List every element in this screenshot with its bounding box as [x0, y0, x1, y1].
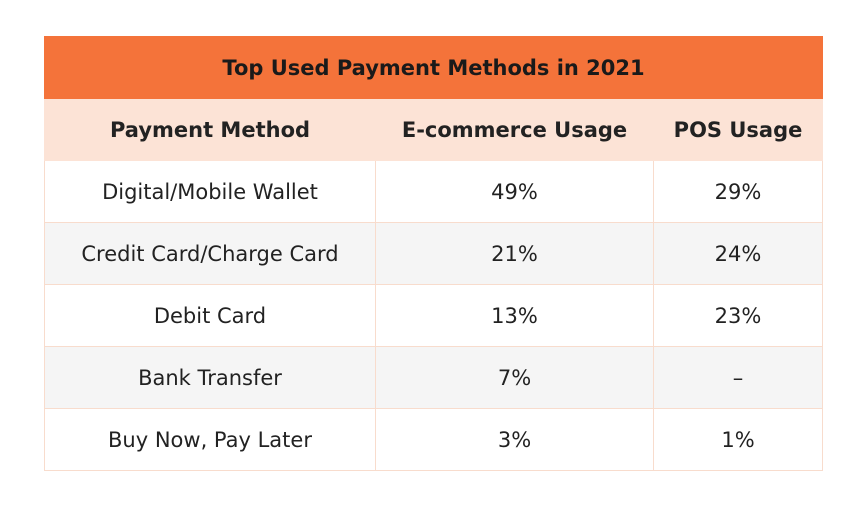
table-cell: 23% — [652, 284, 824, 347]
header-cell: Payment Method — [44, 98, 376, 161]
table-cell: 13% — [375, 284, 654, 347]
table-container: Top Used Payment Methods in 2021 Payment… — [43, 36, 824, 471]
table-cell: 29% — [652, 160, 824, 223]
title-row: Top Used Payment Methods in 2021 — [43, 36, 824, 99]
table-cell: 21% — [375, 222, 654, 285]
table-row: Bank Transfer 7% – — [44, 346, 824, 409]
table-cell: Buy Now, Pay Later — [44, 408, 376, 471]
table-cell: – — [652, 346, 824, 409]
table-cell: 1% — [652, 408, 824, 471]
table-cell: 3% — [375, 408, 654, 471]
table: Top Used Payment Methods in 2021 Payment… — [43, 36, 824, 471]
table-cell: 24% — [652, 222, 824, 285]
table-body: Digital/Mobile Wallet 49% 29% Credit Card/C… — [44, 160, 824, 471]
header-cell: E-commerce Usage — [375, 98, 654, 161]
table-row: Buy Now, Pay Later 3% 1% — [44, 408, 824, 471]
table-cell: Credit Card/Charge Card — [44, 222, 376, 285]
table-cell: 49% — [375, 160, 654, 223]
header-cell: POS Usage — [652, 98, 824, 161]
table-row: Debit Card 13% 23% — [44, 284, 824, 347]
table-cell: 7% — [375, 346, 654, 409]
table-cell: Digital/Mobile Wallet — [44, 160, 376, 223]
table-row: Digital/Mobile Wallet 49% 29% — [44, 160, 824, 223]
table-cell: Debit Card — [44, 284, 376, 347]
table-title: Top Used Payment Methods in 2021 — [43, 36, 824, 99]
table-cell: Bank Transfer — [44, 346, 376, 409]
header-row: Payment Method E-commerce Usage POS Usag… — [44, 98, 824, 161]
table-row: Credit Card/Charge Card 21% 24% — [44, 222, 824, 285]
